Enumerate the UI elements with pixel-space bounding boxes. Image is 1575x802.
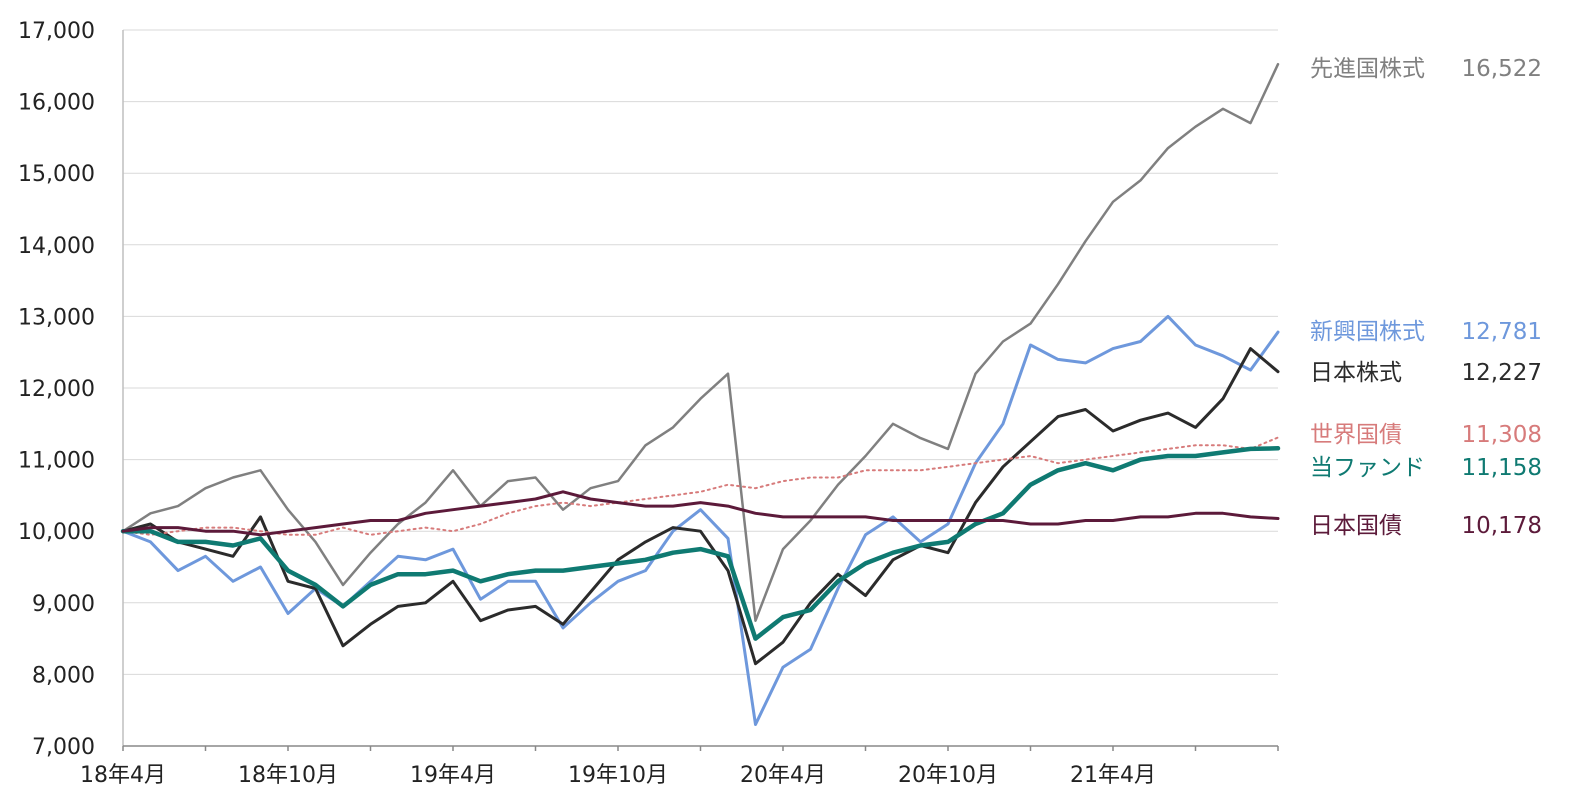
legend-series-value: 12,227 xyxy=(1462,360,1542,386)
x-tick-label: 19年4月 xyxy=(410,763,496,788)
axes: 7,000 8,000 9,000 10,000 11,000 12,000 13,000 1… xyxy=(18,19,1279,788)
legend-series-name: 先進国株式 xyxy=(1310,56,1425,82)
y-tick-label: 8,000 xyxy=(32,663,95,688)
legend-series-value: 10,178 xyxy=(1462,513,1542,539)
series-line xyxy=(121,490,1280,537)
gridlines xyxy=(123,29,1278,675)
series-line xyxy=(121,62,1280,622)
y-tick-label: 17,000 xyxy=(18,19,95,44)
y-tick-label: 16,000 xyxy=(18,91,95,116)
x-tick-label: 20年4月 xyxy=(740,763,826,788)
legend-series-name: 当ファンド xyxy=(1310,455,1425,481)
series-lines xyxy=(120,62,1281,726)
legend-series-value: 11,308 xyxy=(1462,422,1542,448)
series-line xyxy=(120,446,1281,641)
legend-series-name: 日本株式 xyxy=(1310,360,1402,386)
legend-series-value: 12,781 xyxy=(1462,319,1542,345)
legend-series-name: 新興国株式 xyxy=(1310,319,1425,345)
legend: 先進国株式 16,522 新興国株式 12,781 日本株式 12,227 世界国債 11,3… xyxy=(1310,56,1542,539)
y-tick-label: 11,000 xyxy=(18,449,95,474)
x-tick-label: 21年4月 xyxy=(1070,763,1156,788)
legend-series-value: 16,522 xyxy=(1462,56,1542,82)
y-tick-label: 10,000 xyxy=(18,520,95,545)
legend-series-name: 日本国債 xyxy=(1310,513,1402,539)
legend-series-value: 11,158 xyxy=(1462,455,1542,481)
legend-series-name: 世界国債 xyxy=(1310,422,1402,448)
series-line xyxy=(121,347,1280,666)
y-tick-label: 14,000 xyxy=(18,234,95,259)
y-tick-label: 15,000 xyxy=(18,162,95,187)
y-tick-label: 9,000 xyxy=(32,592,95,617)
y-tick-label: 13,000 xyxy=(18,305,95,330)
series-line xyxy=(122,436,1279,536)
x-tick-label: 20年10月 xyxy=(898,763,998,788)
x-tick-label: 19年10月 xyxy=(568,763,668,788)
y-tick-label: 12,000 xyxy=(18,377,95,402)
y-tick-label: 7,000 xyxy=(32,735,95,760)
x-tick-label: 18年4月 xyxy=(80,763,166,788)
x-tick-label: 18年10月 xyxy=(238,763,338,788)
